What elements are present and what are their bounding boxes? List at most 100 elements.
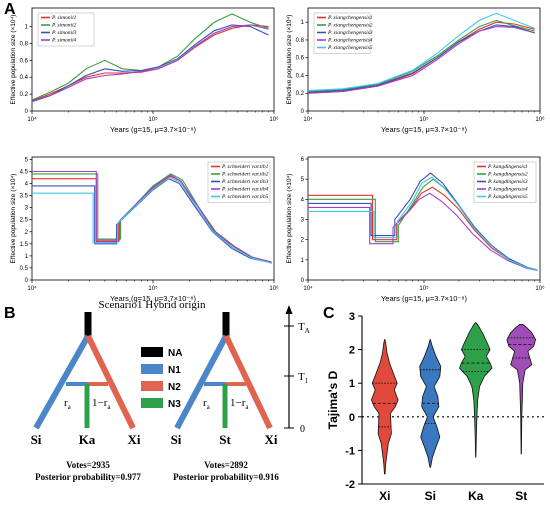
- y-tick-label: 2: [25, 230, 29, 236]
- y-tick-label: 1: [301, 20, 305, 26]
- branch-si: [174, 334, 229, 430]
- legend-label: P. simonii3: [51, 30, 77, 36]
- y-tick-label: 0.4: [296, 73, 305, 79]
- votes-left: Votes=2935: [66, 460, 110, 470]
- y-tick-label: 0.6: [20, 58, 29, 64]
- y-tick-label: 3: [349, 311, 355, 323]
- legend-label: P. kangdingensis3: [487, 179, 528, 185]
- x-tick-label: 10⁵: [419, 285, 429, 292]
- y-tick-label: 3: [25, 206, 29, 212]
- x-tick-label: 10⁵: [148, 116, 158, 123]
- x-tick-label: 10⁶: [535, 116, 545, 123]
- legend-label: P. simonii2: [51, 23, 77, 29]
- tip-si: Si: [31, 432, 42, 447]
- scenario-diagram: Scenario1 Hybrid origin ra 1−ra Si Ka Xi…: [31, 299, 310, 482]
- y-tick-label: 0: [301, 109, 305, 115]
- scenario-title: Scenario1 Hybrid origin: [99, 299, 206, 311]
- y-tick-label: 0.2: [296, 91, 305, 97]
- legend-swatch-n2: [141, 381, 163, 391]
- y-tick-label: -1: [345, 445, 355, 457]
- tip-ka: Ka: [79, 432, 96, 447]
- y-tick-label: 3: [301, 218, 305, 224]
- x-tick-label: 10⁵: [148, 285, 158, 292]
- legend-label-na: NA: [168, 348, 182, 359]
- branch-si: [33, 334, 91, 430]
- legend-swatch-na: [141, 347, 163, 357]
- posterior-left: Posterior probability=0.977: [35, 472, 141, 482]
- legend-label: P. schneideri var.tib2: [221, 172, 269, 178]
- tree-left: ra 1−ra Si Ka Xi Votes=2935 Posterior pr…: [31, 312, 141, 482]
- tree-right: ra 1−ra Si St Xi Votes=2892 Posterior pr…: [171, 312, 279, 482]
- x-tick-label: 10⁴: [303, 116, 313, 123]
- y-tick-label: 6: [301, 157, 305, 163]
- y-tick-label: 0.2: [20, 92, 29, 98]
- psmc-plot-schneideri: 0 0.5 1 1.5 2 2.5 3 3.5 4 4.5 5 10⁴ 10⁵ 10⁶ Years (g=1…: [10, 156, 279, 303]
- x-category-label-st: St: [515, 489, 527, 503]
- legend-label: P. schneideri var.tib4: [221, 186, 269, 193]
- y-axis-title: Tajima's D: [326, 370, 340, 429]
- label-ta: TA: [298, 321, 310, 335]
- panel-label-a: A: [4, 1, 16, 18]
- legend-label: P. xiangchengensis2: [327, 23, 373, 29]
- panel-label-c: C: [323, 305, 335, 322]
- y-tick-label: 1.5: [20, 242, 29, 248]
- y-tick-label: 2: [301, 238, 305, 244]
- tip-xi: Xi: [128, 432, 141, 447]
- series-line-5: [308, 176, 538, 271]
- y-tick-label: 4.5: [20, 169, 29, 175]
- violin-ka: [459, 322, 493, 458]
- x-axis-title: Years (g=15, μ=3.7×10⁻⁸): [110, 294, 197, 303]
- x-tick-label: 10⁴: [303, 285, 313, 292]
- x-axis-title: Years (g=15, μ=3.7×10⁻⁸): [110, 125, 197, 134]
- y-tick-label: 2: [349, 345, 355, 357]
- legend-label: P. simonii1: [51, 15, 77, 21]
- legend-swatch-n3: [141, 398, 163, 408]
- series-line-4: [32, 170, 272, 263]
- series-line-3: [307, 24, 535, 93]
- branch-xi: [223, 334, 273, 430]
- legend-label: P. simonii4: [51, 37, 77, 44]
- y-tick-label: 5: [25, 157, 29, 163]
- x-category-label-ka: Ka: [468, 489, 484, 503]
- psmc-plot-xiangchengensis: 0 0.2 0.4 0.6 0.8 1 10⁴ 10⁵ 10⁶ Years (g=15, μ=3.…: [286, 7, 545, 134]
- legend-label: P. kangdingensis1: [487, 164, 528, 170]
- y-tick-label: 1: [301, 258, 305, 264]
- legend-label: P. schneideri var.tib1: [221, 164, 269, 170]
- x-tick-label: 10⁴: [27, 116, 37, 123]
- y-tick-label: 0.4: [20, 75, 29, 81]
- series-line-5: [32, 176, 272, 264]
- y-tick-label: 0: [349, 412, 355, 424]
- panel-label-b: B: [4, 305, 16, 322]
- tip-si: Si: [171, 432, 182, 447]
- population-legend: NA N1 N2 N3: [141, 347, 182, 410]
- label-zero: 0: [300, 424, 305, 435]
- rate-one-minus-ra: 1−ra: [230, 397, 249, 411]
- legend-label: P. kangdingensis2: [487, 172, 528, 178]
- violin-si: [419, 339, 442, 468]
- y-tick-label: 0.8: [296, 38, 305, 44]
- x-tick-label: 10⁶: [269, 116, 279, 123]
- y-tick-label: 0.6: [296, 56, 305, 62]
- y-tick-label: 4: [25, 182, 29, 188]
- x-tick-label: 10⁶: [269, 285, 279, 292]
- x-category-label-si: Si: [425, 489, 436, 503]
- series-line-4: [31, 24, 269, 103]
- x-axis-title: Years (g=15, μ=3.7×10⁻⁸): [381, 125, 468, 134]
- x-tick-label: 10⁴: [27, 285, 37, 292]
- y-tick-label: 3.5: [20, 194, 29, 200]
- series-line-4: [307, 26, 535, 94]
- legend-swatch-n1: [141, 364, 163, 374]
- series-line-3: [308, 172, 538, 271]
- y-tick-label: 0: [25, 278, 29, 284]
- tip-xi: Xi: [265, 432, 278, 447]
- psmc-plot-kangdingensis: 0 1 2 3 4 5 6 10⁴ 10⁵ 10⁶ Years (g=15, μ=3.7×10⁻⁸)…: [286, 156, 545, 303]
- series-line-3: [31, 24, 269, 102]
- legend-label: P. xiangchengensis5: [327, 45, 373, 51]
- legend-label-n3: N3: [168, 399, 181, 410]
- tip-st: St: [219, 432, 231, 447]
- votes-right: Votes=2892: [204, 460, 248, 470]
- legend-label: P. schneideri var.tib3: [221, 179, 269, 185]
- violin-st: [506, 324, 537, 455]
- legend-label: P. xiangchengensis4: [327, 37, 373, 44]
- label-t1: T1: [298, 371, 309, 385]
